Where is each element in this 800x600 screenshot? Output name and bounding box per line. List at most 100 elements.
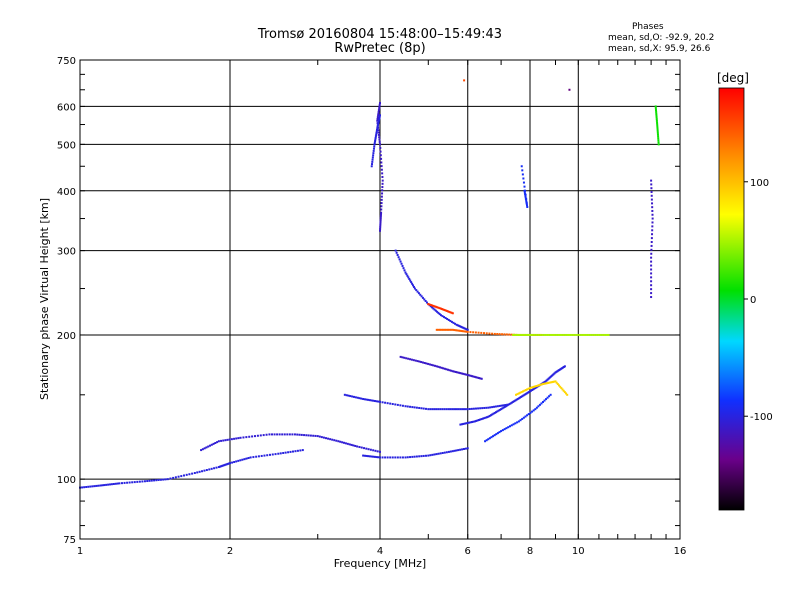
data-point	[523, 185, 526, 188]
data-point	[500, 404, 503, 407]
data-point	[566, 333, 569, 336]
data-point	[545, 382, 548, 385]
data-point	[307, 434, 310, 437]
data-point	[501, 407, 504, 410]
data-point	[205, 446, 208, 449]
data-point	[464, 408, 467, 411]
data-point	[498, 404, 501, 407]
data-point	[477, 407, 480, 410]
data-point	[131, 481, 134, 484]
data-point	[650, 248, 653, 251]
data-point	[587, 333, 590, 336]
data-point	[466, 330, 469, 333]
data-point	[335, 439, 338, 442]
data-point	[394, 403, 397, 406]
data-point	[484, 440, 487, 443]
data-point	[505, 333, 508, 336]
data-point	[601, 333, 604, 336]
data-point	[479, 407, 482, 410]
x-axis-label: Frequency [MHz]	[334, 557, 426, 570]
data-point	[415, 455, 418, 458]
data-point	[488, 437, 491, 440]
data-point	[157, 478, 160, 481]
data-point	[650, 268, 653, 271]
data-point	[441, 452, 444, 455]
data-point	[363, 398, 366, 401]
data-point	[524, 189, 527, 192]
data-point	[372, 154, 375, 157]
data-point	[509, 402, 512, 405]
data-point	[607, 333, 610, 336]
data-point	[509, 425, 512, 428]
data-point	[423, 361, 426, 364]
data-point	[243, 458, 246, 461]
data-point	[303, 434, 306, 437]
data-point	[465, 328, 468, 331]
data-point	[525, 392, 528, 395]
data-point	[560, 387, 563, 390]
data-point	[456, 324, 459, 327]
data-point	[203, 447, 206, 450]
data-point	[526, 391, 529, 394]
data-point	[228, 438, 231, 441]
data-point	[529, 333, 531, 336]
data-point	[510, 424, 513, 427]
data-point	[537, 405, 540, 408]
data-point	[563, 391, 566, 394]
data-point	[333, 439, 336, 442]
data-point	[377, 456, 380, 459]
data-point	[169, 477, 172, 480]
data-point	[412, 284, 415, 287]
data-point	[650, 244, 653, 247]
data-point	[389, 402, 392, 405]
y-tick-label: 200	[57, 331, 76, 342]
data-point	[520, 395, 523, 398]
data-point	[346, 442, 349, 445]
data-point	[208, 468, 211, 471]
data-point	[217, 440, 220, 443]
data-point	[433, 453, 436, 456]
data-point	[483, 417, 486, 420]
data-point	[429, 454, 432, 457]
data-point	[439, 307, 442, 310]
data-point	[410, 358, 413, 361]
data-point	[222, 464, 225, 467]
data-point	[563, 365, 566, 368]
data-point	[379, 215, 382, 218]
data-point	[417, 292, 420, 295]
data-point	[562, 389, 565, 392]
data-point	[651, 202, 654, 205]
data-point	[485, 439, 488, 442]
data-point	[650, 284, 653, 287]
data-point	[116, 482, 119, 485]
data-point	[378, 105, 381, 108]
data-point	[93, 485, 96, 488]
data-point	[143, 480, 146, 483]
data-point	[241, 458, 244, 461]
data-point	[378, 140, 381, 143]
data-point	[552, 380, 555, 383]
data-point	[490, 436, 493, 439]
data-point	[650, 187, 653, 190]
data-point	[503, 333, 506, 336]
data-point	[399, 404, 402, 407]
data-point	[525, 197, 528, 200]
data-point	[549, 393, 552, 396]
data-point	[379, 456, 381, 459]
data-point	[399, 456, 402, 459]
data-point	[110, 483, 113, 486]
data-point	[654, 109, 657, 112]
data-point	[650, 280, 653, 283]
data-point	[384, 456, 387, 459]
data-point	[650, 252, 653, 255]
data-point	[525, 333, 528, 336]
data-point	[447, 408, 450, 411]
data-point	[650, 241, 653, 244]
data-point	[487, 438, 490, 441]
data-point	[480, 377, 483, 380]
data-point	[513, 333, 516, 336]
data-point	[231, 461, 234, 464]
data-point	[219, 465, 222, 468]
data-point	[438, 313, 441, 316]
data-point	[655, 110, 658, 113]
